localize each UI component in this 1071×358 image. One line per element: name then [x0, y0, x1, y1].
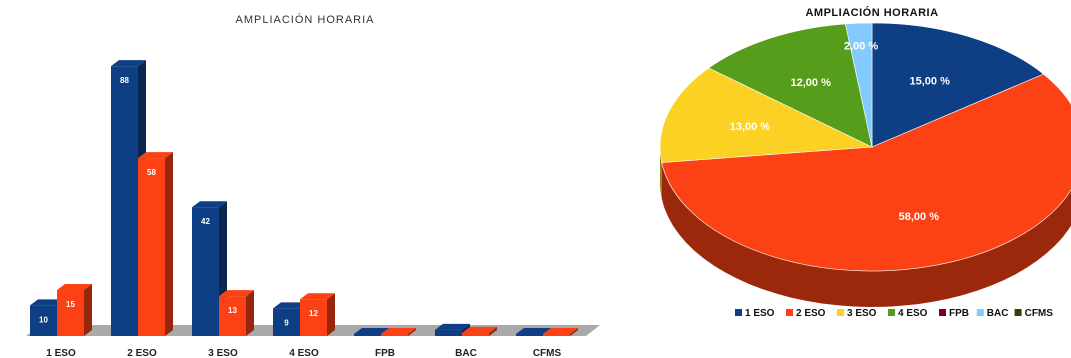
legend-swatch [837, 309, 844, 316]
legend-label: 1 ESO [745, 308, 775, 319]
legend-swatch [939, 309, 946, 316]
pie-slice-2-eso [661, 73, 1071, 272]
bar-data-label: 42 [201, 217, 210, 226]
bar-data-label: 15 [66, 300, 75, 309]
bar-data-label: 13 [228, 306, 237, 315]
x-tick-label: 3 ESO [208, 348, 238, 358]
legend-swatch [1014, 309, 1022, 316]
bar-data-label: 10 [39, 315, 48, 324]
legend-item: FPB [939, 308, 969, 319]
legend-swatch [735, 309, 742, 316]
pie-chart-title: AMPLIACIÓN HORARIA [805, 6, 938, 19]
bars-layer: 10 15 88 58 42 13 9 12 2 [30, 60, 578, 349]
pie-slice-1-eso [871, 22, 1045, 148]
bar-3-eso-s1: 42 [192, 201, 227, 336]
pie-side-2-eso [661, 162, 1071, 307]
legend-label: 4 ESO [898, 308, 928, 319]
pie-slice-3-eso [659, 67, 874, 163]
bar-data-label: 58 [147, 168, 156, 177]
bar-2-eso-s2: 58 [138, 152, 173, 336]
legend-item: BAC [976, 308, 1009, 319]
pie-data-label: 15,00 % [910, 76, 951, 88]
legend-item: CFMS [1014, 308, 1054, 319]
pie-side-3-eso [660, 147, 662, 199]
legend-item: 2 ESO [786, 308, 826, 319]
bar-data-label: 2 [446, 340, 451, 349]
pie-chart: AMPLIACIÓN HORARIA 15,00 % 58,00 % 13,00 %… [659, 6, 1071, 319]
bar-1-eso-s2: 15 [57, 284, 92, 336]
x-tick-label: 2 ESO [127, 348, 157, 358]
legend-label: CFMS [1025, 308, 1054, 319]
bar-data-label: 9 [284, 318, 289, 327]
pie-slice-4-eso [708, 23, 873, 148]
legend-item: 4 ESO [888, 308, 928, 319]
bar-fpb-s2 [381, 328, 416, 336]
bar-4-eso-s2: 12 [300, 293, 335, 336]
pie-data-label: 12,00 % [791, 77, 832, 89]
pie-slice-bac [845, 22, 873, 148]
legend-swatch [786, 309, 793, 316]
pie-data-label: 58,00 % [899, 211, 940, 223]
pie-data-label: 13,00 % [730, 121, 771, 133]
bar-data-label: 88 [120, 76, 129, 85]
bar-cfms-s2 [543, 328, 578, 336]
bar-chart: AMPLIACIÓN HORARIA 10 15 88 58 42 13 9 12 2 1 ES… [26, 13, 600, 358]
x-tick-label: BAC [455, 348, 477, 358]
x-tick-label: 4 ESO [289, 348, 319, 358]
bar-3-eso-s2: 13 [219, 290, 254, 336]
legend-label: BAC [987, 308, 1009, 319]
legend-item: 1 ESO [735, 308, 775, 319]
legend-label: FPB [949, 308, 969, 319]
bar-data-label: 12 [309, 309, 318, 318]
pie-layer: 15,00 % 58,00 % 13,00 % 12,00 % 2,00 % [659, 22, 1071, 307]
bar-bac-s1: 2 [435, 323, 470, 349]
x-axis-labels: 1 ESO 2 ESO 3 ESO 4 ESO FPB BAC CFMS [46, 348, 561, 358]
bar-chart-title: AMPLIACIÓN HORARIA [235, 13, 374, 26]
x-tick-label: 1 ESO [46, 348, 76, 358]
legend-swatch [888, 309, 895, 316]
legend-label: 3 ESO [847, 308, 877, 319]
legend-swatch [976, 309, 984, 316]
pie-legend: 1 ESO 2 ESO 3 ESO 4 ESO FPB BAC CFMS [735, 308, 1053, 319]
x-tick-label: CFMS [533, 348, 562, 358]
legend-item: 3 ESO [837, 308, 877, 319]
pie-data-label: 2,00 % [844, 41, 878, 53]
x-tick-label: FPB [375, 348, 395, 358]
legend-label: 2 ESO [796, 308, 826, 319]
bar-bac-s2 [462, 326, 497, 336]
